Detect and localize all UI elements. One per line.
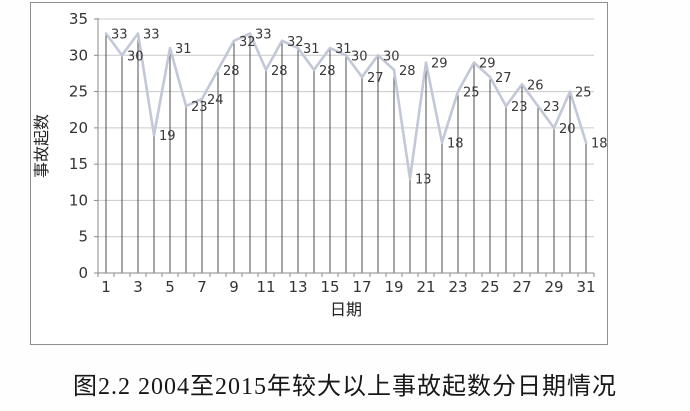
x-tick-label: 21 xyxy=(416,278,435,296)
x-tick-label: 29 xyxy=(544,278,563,296)
data-point-label: 24 xyxy=(207,93,224,108)
data-point-label: 29 xyxy=(431,57,448,72)
x-tick-label: 9 xyxy=(229,278,239,296)
data-point-label: 33 xyxy=(255,28,272,43)
data-point-label: 28 xyxy=(271,64,288,79)
series-line xyxy=(104,32,588,180)
x-tick-label: 11 xyxy=(256,278,275,296)
data-point-label: 23 xyxy=(511,100,528,115)
x-axis-title: 日期 xyxy=(330,300,362,319)
data-point-label: 30 xyxy=(351,49,368,64)
data-point-label: 28 xyxy=(399,64,416,79)
y-tick-label: 15 xyxy=(69,155,88,173)
y-axis-title: 事故起数 xyxy=(32,114,51,178)
y-tick-label: 30 xyxy=(69,46,88,64)
data-point-label: 18 xyxy=(447,136,464,151)
y-tick-label: 10 xyxy=(69,191,88,209)
data-point-label: 31 xyxy=(335,42,352,57)
y-tick-label: 35 xyxy=(69,10,88,28)
x-tick-label: 13 xyxy=(288,278,307,296)
data-point-label: 30 xyxy=(127,49,144,64)
y-tick-label: 25 xyxy=(69,83,88,101)
data-point-label: 28 xyxy=(223,64,240,79)
data-point-label: 33 xyxy=(111,28,128,43)
x-tick-label: 31 xyxy=(576,278,595,296)
x-tick-label: 15 xyxy=(320,278,339,296)
data-point-label: 23 xyxy=(543,100,560,115)
x-tick-label: 23 xyxy=(448,278,467,296)
x-tick-label: 1 xyxy=(101,278,111,296)
data-point-label: 32 xyxy=(239,35,256,50)
data-point-label: 31 xyxy=(175,42,192,57)
data-point-label: 19 xyxy=(159,129,176,144)
data-point-label: 31 xyxy=(303,42,320,57)
data-point-label: 23 xyxy=(191,100,208,115)
x-tick-label: 3 xyxy=(133,278,143,296)
data-point-label: 27 xyxy=(495,71,512,86)
data-point-label: 32 xyxy=(287,35,304,50)
y-tick-label: 5 xyxy=(78,228,88,246)
data-point-label: 25 xyxy=(575,86,592,101)
x-tick-label: 25 xyxy=(480,278,499,296)
x-tick-label: 27 xyxy=(512,278,531,296)
data-point-label: 26 xyxy=(527,78,544,93)
data-point-label: 27 xyxy=(367,71,384,86)
x-tick-label: 17 xyxy=(352,278,371,296)
data-point-label: 18 xyxy=(591,136,607,151)
data-point-label: 29 xyxy=(479,57,496,72)
x-tick-label: 5 xyxy=(165,278,175,296)
data-point-label: 20 xyxy=(559,122,576,137)
figure-caption: 图2.2 2004至2015年较大以上事故起数分日期情况 xyxy=(73,374,617,400)
data-point-label: 33 xyxy=(143,28,160,43)
x-tick-label: 19 xyxy=(384,278,403,296)
x-tick-label: 7 xyxy=(197,278,207,296)
data-point-label: 30 xyxy=(383,49,400,64)
chart-frame: 0 5 10 15 20 25 30 35 33 30 33 19 31 23 24 28 32 33 28 32 31… xyxy=(30,2,608,345)
data-point-label: 25 xyxy=(463,86,480,101)
y-tick-label: 0 xyxy=(78,264,88,282)
data-point-label: 28 xyxy=(319,64,336,79)
data-point-label: 13 xyxy=(415,173,432,188)
y-tick-label: 20 xyxy=(69,119,88,137)
